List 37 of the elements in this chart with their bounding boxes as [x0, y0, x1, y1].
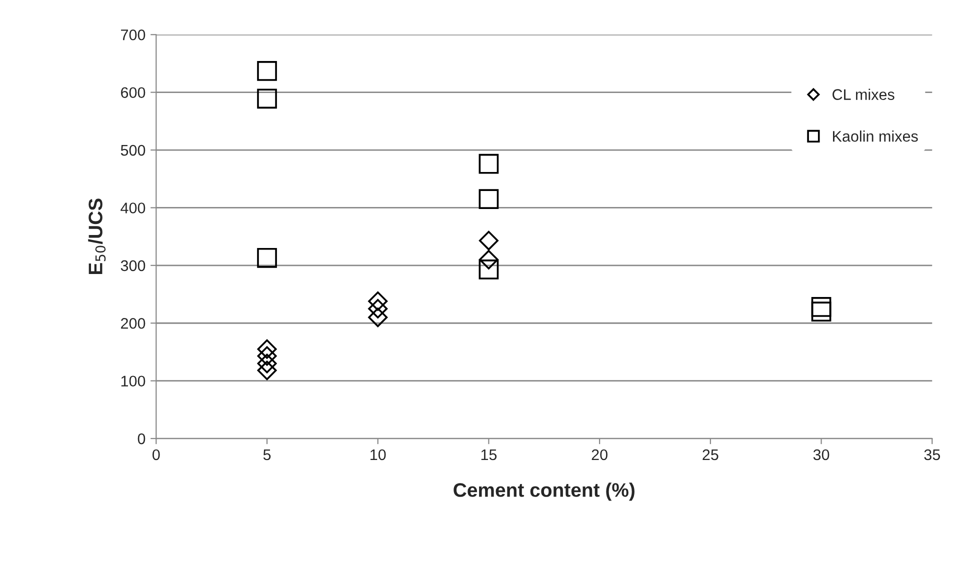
point [811, 297, 832, 317]
y-tick-label: 100 [121, 376, 146, 387]
point [257, 61, 277, 81]
x-tick-label: 10 [370, 449, 386, 460]
y-tick-label: 300 [120, 260, 146, 272]
x-tick-label: 30 [813, 449, 830, 460]
y-tick-label: 400 [120, 202, 146, 214]
legend-label: Kaolin mixes [833, 130, 918, 142]
point [257, 88, 277, 109]
point [368, 308, 388, 328]
y-tick-label: 700 [121, 29, 146, 40]
point [257, 346, 277, 366]
x-axis-title: Cement content (%) [454, 482, 634, 501]
point [257, 360, 277, 380]
point [257, 354, 277, 374]
x-tick-label: 25 [702, 449, 718, 460]
point [478, 260, 499, 280]
x-tick-label: 35 [924, 449, 940, 460]
y-tick-label: 500 [120, 144, 146, 156]
point [478, 230, 498, 250]
point [257, 339, 277, 359]
point [478, 154, 499, 174]
point [257, 248, 277, 268]
x-tick-label: 0 [152, 449, 160, 460]
y-tick-label: 600 [121, 87, 146, 98]
x-tick-label: 5 [263, 450, 271, 460]
y-tick-label: 200 [121, 318, 146, 329]
x-tick-label: 20 [592, 449, 608, 460]
y-axis-title: E$_{50}$/UCS [88, 198, 106, 274]
point [478, 250, 498, 270]
x-tick-label: 15 [481, 450, 497, 460]
point [478, 189, 499, 209]
y-tick-label: 0 [138, 433, 146, 444]
point [811, 302, 832, 322]
point [368, 298, 388, 318]
legend-label: CL mixes [832, 88, 894, 100]
point [368, 291, 388, 311]
